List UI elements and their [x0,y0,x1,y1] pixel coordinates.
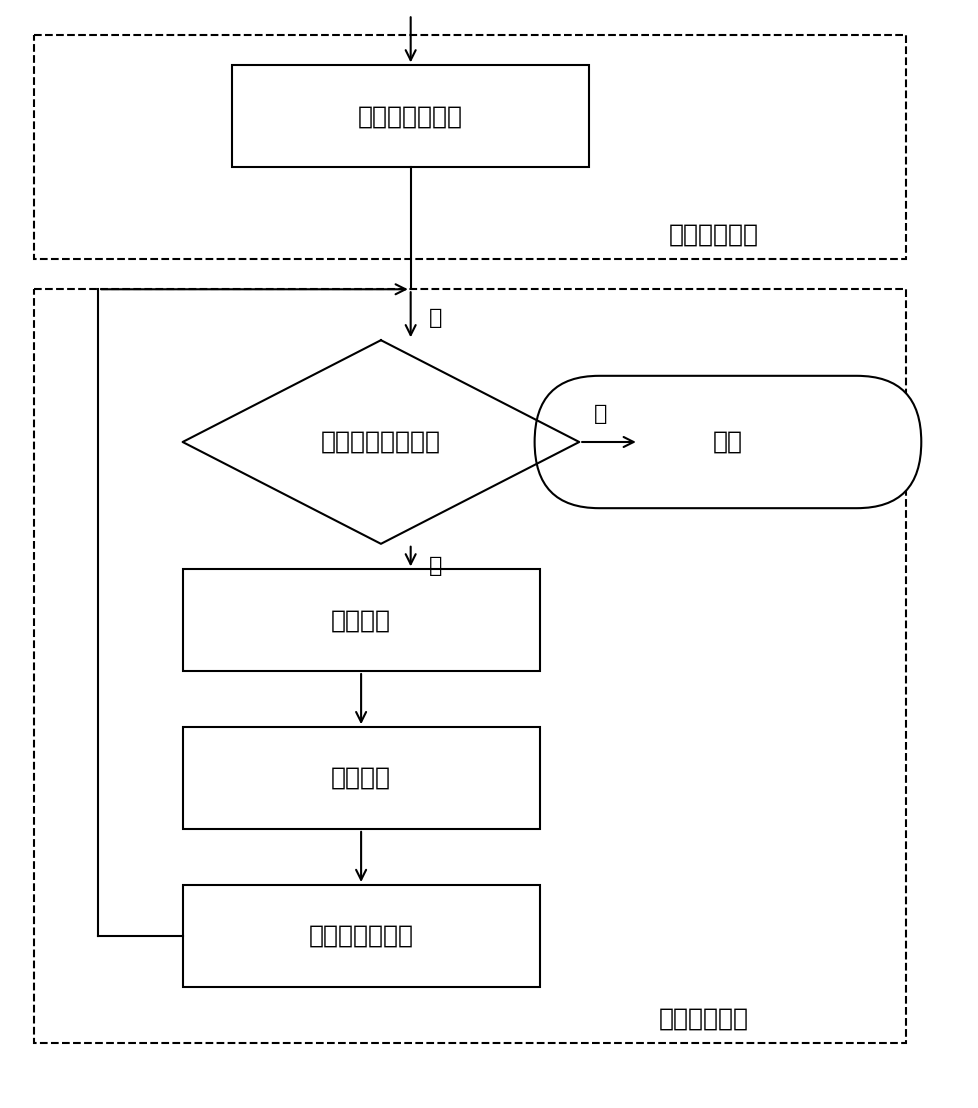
Bar [34,34,906,259]
Text: 结束: 结束 [712,430,742,454]
Text: 信号处理系统: 信号处理系统 [668,223,758,247]
Text: 否: 否 [428,556,441,576]
Bar [183,570,539,671]
Text: 否: 否 [428,308,441,328]
Text: 寻找下一组数据: 寻找下一组数据 [308,924,413,947]
Bar [183,885,539,987]
FancyBboxPatch shape [534,376,920,509]
Text: 过门限点迹数据: 过门限点迹数据 [358,104,463,129]
Text: 野值剔除: 野值剔除 [331,766,390,790]
Text: 是: 是 [594,403,607,423]
Bar [183,727,539,829]
Text: 初始回波处理: 初始回波处理 [658,1007,748,1032]
Bar [34,289,906,1043]
Text: 频道选大: 频道选大 [331,608,390,633]
Text: 回波数据是否结束: 回波数据是否结束 [321,430,440,454]
Bar [232,65,589,167]
